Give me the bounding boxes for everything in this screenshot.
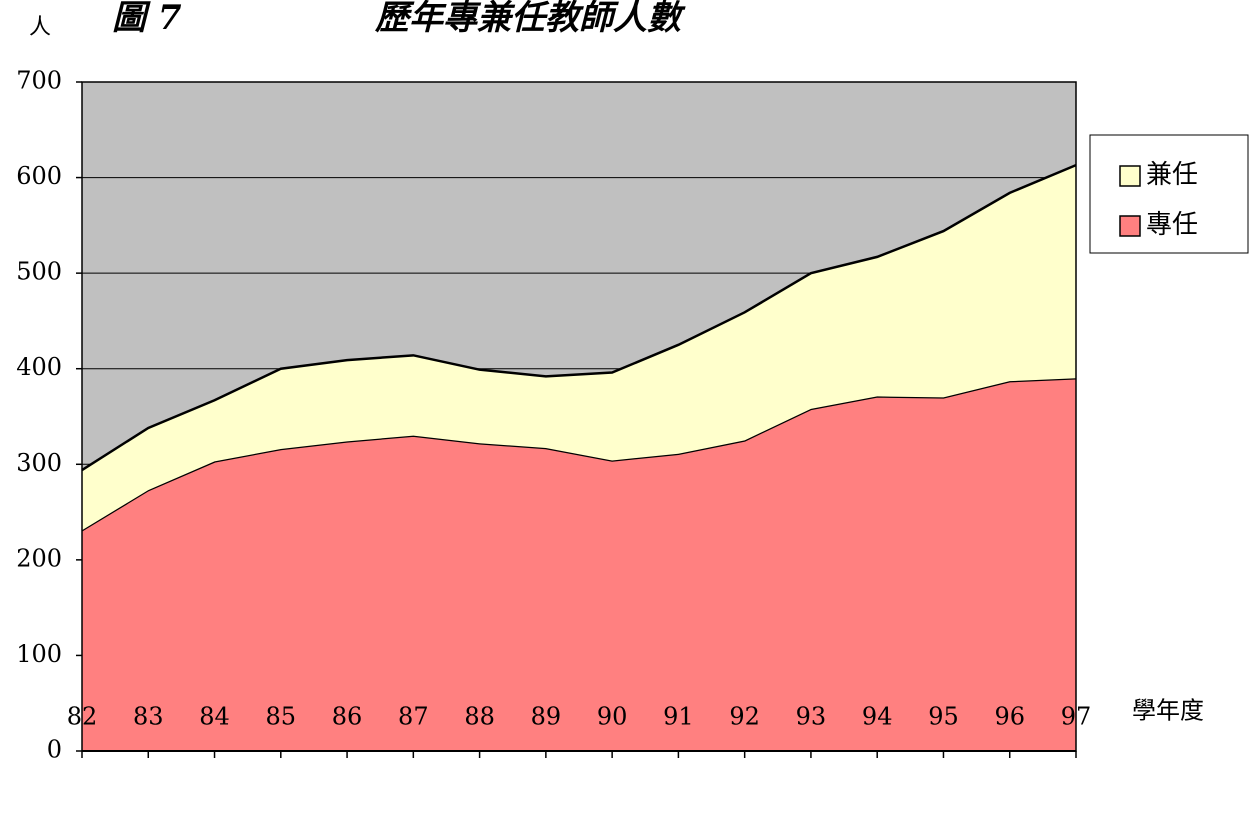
area [82, 165, 1076, 531]
y-tick-label: 400 [16, 353, 62, 381]
chart-title: 圖 7 [112, 0, 182, 38]
x-tick-label: 86 [332, 703, 363, 731]
legend-label: 兼任 [1146, 160, 1198, 190]
y-tick-label: 300 [16, 449, 62, 477]
x-tick-label: 85 [266, 703, 297, 731]
area-outline [81, 163, 1077, 472]
x-tick-label: 95 [928, 703, 959, 731]
legend-swatch [1119, 165, 1141, 187]
x-tick-label: 96 [994, 703, 1025, 731]
x-tick-label: 89 [531, 703, 562, 731]
x-tick-label: 88 [464, 703, 495, 731]
chart-subtitle: 歷年專兼任教師人數 [374, 0, 686, 38]
y-axis-label: 人 [29, 15, 51, 40]
y-tick-label: 200 [16, 544, 62, 572]
y-tick-label: 500 [16, 258, 62, 286]
x-tick-label: 83 [133, 703, 164, 731]
x-tick-label: 87 [398, 703, 429, 731]
legend-label: 專任 [1146, 210, 1198, 240]
x-tick-label: 92 [729, 703, 760, 731]
legend-swatch [1119, 215, 1141, 237]
x-tick-label: 84 [199, 703, 230, 731]
x-tick-label: 94 [862, 703, 893, 731]
area-outline [81, 377, 1077, 532]
x-axis-label: 學年度 [1132, 697, 1204, 725]
y-tick-label: 0 [47, 736, 62, 764]
legend-box [1089, 134, 1249, 254]
x-tick-label: 82 [67, 703, 98, 731]
x-tick-label: 90 [597, 703, 628, 731]
x-tick-label: 97 [1061, 703, 1092, 731]
y-tick-label: 700 [16, 67, 62, 95]
y-tick-label: 600 [16, 162, 62, 190]
x-tick-label: 93 [796, 703, 827, 731]
x-tick-label: 91 [663, 703, 694, 731]
y-tick-label: 100 [16, 640, 62, 668]
area [82, 378, 1076, 751]
